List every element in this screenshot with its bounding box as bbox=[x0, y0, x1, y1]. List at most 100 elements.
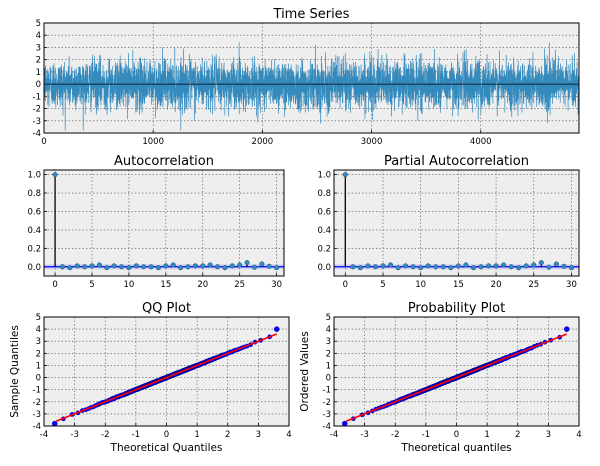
pacf-stem-marker bbox=[531, 262, 537, 268]
qq-ytick-label: 0 bbox=[36, 374, 41, 384]
acf-stem-marker bbox=[266, 263, 272, 269]
pacf-stem-marker bbox=[455, 263, 461, 269]
acf-stem-marker bbox=[170, 262, 176, 268]
pacf-stem-marker bbox=[561, 263, 567, 269]
ts-frame bbox=[43, 22, 580, 134]
acf-ytick-label: 0.4 bbox=[27, 226, 41, 236]
acf-stem-marker bbox=[192, 263, 198, 269]
qq-title: QQ Plot bbox=[142, 301, 191, 316]
acf-stem-marker bbox=[96, 262, 102, 268]
pacf-stem-marker bbox=[448, 265, 454, 271]
acf-ytick-label: 1.0 bbox=[27, 171, 41, 181]
pacf-stem-marker bbox=[493, 263, 499, 269]
pacf-plot-area bbox=[334, 170, 579, 276]
pacf-xtick-label: 20 bbox=[491, 280, 502, 290]
acf-stem-marker bbox=[133, 263, 139, 269]
pacf-stem-marker bbox=[470, 265, 477, 271]
pacf-stem-marker bbox=[425, 263, 431, 269]
prob-xtick-label: -3 bbox=[360, 430, 368, 440]
acf-ytick-label: 0.8 bbox=[27, 189, 41, 199]
qq-xtick-label: -3 bbox=[70, 430, 78, 440]
pacf-ytick-label: 0.6 bbox=[317, 207, 331, 217]
pacf-xtick-label: 10 bbox=[415, 280, 426, 290]
acf-stem-marker bbox=[141, 264, 147, 270]
prob-panel: -4 -3 -2 -1 0 1 2 3 4 -4 -3 -2 -1 0 1 2 3 4 5 Probability P… bbox=[299, 301, 582, 454]
pacf-stem-marker bbox=[508, 264, 514, 270]
qq-ytick-label: -3 bbox=[33, 410, 41, 420]
pacf-stem-marker bbox=[478, 264, 484, 270]
acf-stem-marker bbox=[222, 265, 228, 271]
qq-ytick-label: 5 bbox=[36, 313, 41, 323]
acf-ytick-label: 0.2 bbox=[27, 244, 41, 254]
acf-stem-marker bbox=[229, 263, 235, 269]
qq-xtick-label: -2 bbox=[101, 430, 109, 440]
ts-ytick-label: 5 bbox=[36, 19, 41, 29]
pacf-stem-marker bbox=[485, 263, 492, 269]
prob-ytick-label: 5 bbox=[326, 313, 331, 323]
qq-xtick-label: 2 bbox=[225, 430, 230, 440]
acf-ytick-label: 0.0 bbox=[27, 263, 41, 273]
qq-xlabel: Theoretical Quantiles bbox=[110, 442, 223, 454]
pacf-ytick-label: 1.0 bbox=[317, 171, 331, 181]
prob-ytick-label: 4 bbox=[326, 325, 331, 335]
ts-ytick-label: -1 bbox=[33, 92, 41, 102]
pacf-ytick-label: 0.4 bbox=[317, 226, 331, 236]
acf-stem-marker bbox=[251, 264, 258, 270]
prob-ytick-label: 2 bbox=[326, 349, 331, 359]
pacf-ytick-label: 0.8 bbox=[317, 189, 331, 199]
pacf-panel: 0 5 10 15 20 25 30 0.0 0.2 0.4 0.6 0.8 1.0 Partial Au… bbox=[317, 154, 580, 290]
prob-xtick-label: 1 bbox=[484, 430, 489, 440]
acf-stem-marker bbox=[111, 263, 117, 269]
acf-stem-marker bbox=[126, 265, 132, 271]
ts-xtick-label: 4000 bbox=[470, 137, 492, 147]
pacf-stem-marker bbox=[395, 265, 401, 271]
acf-xtick-label: 0 bbox=[52, 280, 57, 290]
acf-stem-marker bbox=[59, 264, 66, 270]
qq-frame bbox=[43, 316, 290, 427]
pacf-stem-marker bbox=[553, 261, 559, 267]
pacf-stem-marker bbox=[387, 262, 394, 268]
acf-stem-marker bbox=[118, 264, 125, 270]
ts-title: Time Series bbox=[273, 7, 350, 22]
qq-ytick-label: -4 bbox=[33, 422, 41, 432]
pacf-stem-marker bbox=[365, 263, 371, 269]
acf-stem-marker bbox=[274, 265, 280, 271]
acf-stem-marker bbox=[163, 263, 169, 269]
prob-ytick-label: 3 bbox=[326, 337, 331, 347]
prob-ytick-label: 1 bbox=[326, 361, 331, 371]
prob-xtick-label: -2 bbox=[391, 430, 399, 440]
pacf-ytick-label: 0.2 bbox=[317, 244, 331, 254]
pacf-stem-marker bbox=[538, 260, 544, 266]
pacf-stem-marker bbox=[546, 264, 552, 270]
pacf-xtick-label: 25 bbox=[528, 280, 539, 290]
prob-xtick-label: -4 bbox=[330, 430, 338, 440]
qq-ytick-label: -2 bbox=[33, 398, 41, 408]
acf-stem-marker bbox=[52, 172, 58, 178]
prob-xtick-label: 0 bbox=[454, 430, 459, 440]
ts-xtick-label: 3000 bbox=[361, 137, 383, 147]
pacf-stem-marker bbox=[350, 264, 356, 270]
prob-ytick-label: -4 bbox=[323, 422, 331, 432]
qq-panel: -4 -3 -2 -1 0 1 2 3 4 -4 -3 -2 -1 0 1 2 3 4 5 QQ Plot Theore… bbox=[9, 301, 292, 454]
prob-title: Probability Plot bbox=[408, 301, 505, 316]
pacf-stem-marker bbox=[501, 262, 507, 268]
qq-ytick-label: 4 bbox=[36, 325, 41, 335]
acf-plot-area bbox=[44, 170, 284, 276]
pacf-stem-marker bbox=[403, 263, 409, 269]
ts-ytick-label: 3 bbox=[36, 43, 41, 53]
pacf-xtick-label: 15 bbox=[453, 280, 464, 290]
pacf-stem-marker bbox=[357, 265, 363, 271]
qq-xtick-label: -1 bbox=[132, 430, 140, 440]
pacf-stem-marker bbox=[568, 265, 575, 271]
pacf-stem-marker bbox=[410, 264, 416, 270]
pacf-xtick-label: 30 bbox=[566, 280, 577, 290]
qq-xtick-label: 1 bbox=[194, 430, 199, 440]
acf-stem-marker bbox=[104, 265, 110, 271]
ts-ytick-label: 0 bbox=[36, 80, 41, 90]
ts-ytick-label: -2 bbox=[33, 105, 41, 115]
ts-ytick-label: 4 bbox=[36, 31, 41, 41]
pacf-xtick-label: 0 bbox=[343, 280, 348, 290]
pacf-title: Partial Autocorrelation bbox=[384, 154, 529, 169]
qq-ylabel: Sample Quantiles bbox=[9, 325, 21, 418]
